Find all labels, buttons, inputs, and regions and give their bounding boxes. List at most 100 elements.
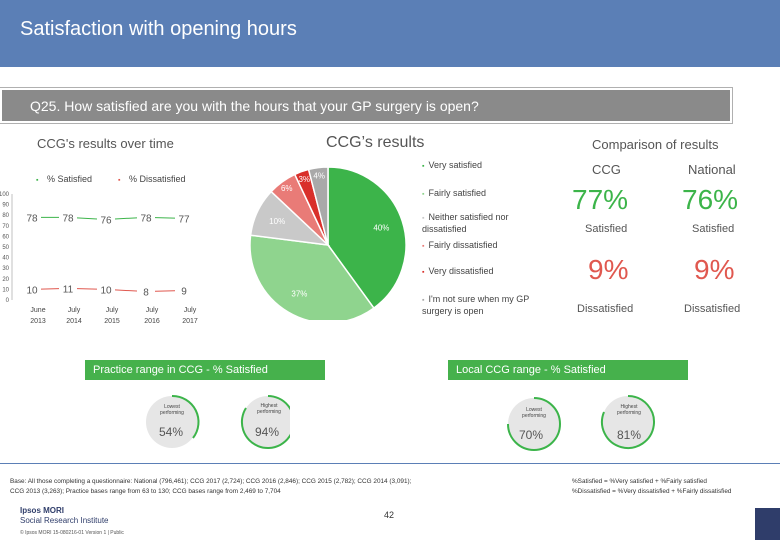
data-label-bg bbox=[97, 284, 115, 295]
y-tick-label: 90 bbox=[2, 203, 9, 209]
page-title: Satisfaction with opening hours bbox=[20, 18, 297, 40]
dissatisfied-data-label: 10 bbox=[100, 285, 112, 296]
pie-legend-label: Very satisfied bbox=[428, 160, 483, 170]
pie-legend-item: ▪ Very dissatisfied bbox=[422, 266, 547, 278]
pie-legend-label: Fairly satisfied bbox=[428, 188, 486, 198]
pie-slice bbox=[307, 166, 329, 246]
data-label-bg bbox=[175, 213, 193, 224]
dissatisfied-data-label: 9 bbox=[181, 286, 187, 297]
question-bar: Q25. How satisfied are you with the hour… bbox=[0, 88, 732, 123]
x-tick-label: 2015 bbox=[104, 318, 120, 325]
practice-highest-value: 94% bbox=[255, 425, 280, 439]
pie-slice-label: 37% bbox=[291, 289, 307, 298]
national-header: National bbox=[688, 162, 736, 177]
pie-slice-label: 40% bbox=[373, 224, 389, 233]
data-label-bg bbox=[59, 212, 77, 223]
legend-dissatisfied-label: % Dissatisfied bbox=[129, 174, 186, 184]
base-line-2: CCG 2013 (3,263); Practice bases range f… bbox=[10, 488, 281, 495]
satisfied-data-label: 78 bbox=[26, 213, 38, 224]
pie-legend-label: Fairly dissatisfied bbox=[428, 240, 498, 250]
y-tick-label: 50 bbox=[2, 245, 9, 251]
base-line-1: Base: All those completing a questionnai… bbox=[10, 478, 412, 485]
header-bar: Satisfaction with opening hours bbox=[0, 0, 780, 67]
satisfied-data-label: 76 bbox=[100, 215, 112, 226]
pie-legend-item: ▪ Neither satisfied nor dissatisfied bbox=[422, 212, 547, 235]
pie-legend-marker: ▪ bbox=[422, 297, 425, 304]
pie-slice-label: 10% bbox=[269, 217, 285, 226]
x-tick-label: July bbox=[106, 307, 119, 314]
pie-legend-label: I'm not sure when my GP surgery is open bbox=[422, 294, 530, 316]
practice-range-bar: Practice range in CCG - % Satisfied bbox=[85, 360, 325, 380]
pie-slice bbox=[250, 234, 375, 320]
question-text: Q25. How satisfied are you with the hour… bbox=[30, 98, 479, 114]
practice-range-title: Practice range in CCG - % Satisfied bbox=[93, 364, 268, 376]
pie-title: CCG’s results bbox=[326, 134, 425, 151]
x-tick-label: July bbox=[184, 307, 197, 314]
dissatisfied-data-label: 8 bbox=[143, 288, 149, 299]
local-range-graphic bbox=[507, 395, 655, 451]
dissatisfied-data-label: 11 bbox=[63, 284, 74, 295]
legend-dissatisfied-marker: ▪ bbox=[118, 177, 121, 184]
pie-slice-label: 3% bbox=[298, 175, 310, 184]
x-tick-label: 2017 bbox=[182, 318, 198, 325]
x-tick-label: July bbox=[146, 307, 159, 314]
x-tick-label: July bbox=[68, 307, 81, 314]
ccg-header: CCG bbox=[592, 162, 621, 177]
y-tick-label: 0 bbox=[6, 298, 10, 304]
pie-legend-marker: ▪ bbox=[422, 191, 425, 198]
y-tick-label: 100 bbox=[0, 192, 10, 198]
y-tick-label: 30 bbox=[2, 266, 9, 272]
satisfied-data-label: 78 bbox=[140, 213, 152, 224]
logo-subtitle: Social Research Institute bbox=[20, 516, 109, 525]
local-highest-label: Highest performing bbox=[617, 404, 641, 416]
data-label-bg bbox=[23, 284, 41, 295]
data-label-bg bbox=[97, 214, 115, 225]
national-satisfied-label: Satisfied bbox=[692, 223, 735, 235]
y-tick-label: 40 bbox=[2, 256, 9, 262]
legend-satisfied: ▪ % Satisfied bbox=[36, 174, 92, 184]
base-note: Base: All those completing a questionnai… bbox=[10, 478, 411, 495]
comparison-title: Comparison of results bbox=[592, 137, 719, 152]
local-range-bar: Local CCG range - % Satisfied bbox=[448, 360, 688, 380]
pie-legend-marker: ▪ bbox=[422, 163, 425, 170]
note-line-2: %Dissatisfied = %Very dissatisfied + %Fa… bbox=[572, 488, 732, 495]
x-tick-label: 2014 bbox=[66, 318, 82, 325]
local-lowest-label: Lowest performing bbox=[522, 407, 546, 419]
national-dissatisfied-label: Dissatisfied bbox=[684, 303, 741, 315]
ipsos-logo: Ipsos MORI Social Research Institute © I… bbox=[0, 502, 140, 540]
ccg-dissatisfied-label: Dissatisfied bbox=[577, 303, 634, 315]
over-time-title: CCG's results over time bbox=[37, 136, 174, 151]
ipsos-badge-logo bbox=[755, 508, 780, 540]
practice-lowest-label: Lowest performing bbox=[160, 404, 184, 416]
logo-name: Ipsos MORI bbox=[20, 506, 65, 515]
data-label-bg bbox=[175, 285, 193, 296]
x-tick-label: 2016 bbox=[144, 318, 160, 325]
pie-slice-label: 4% bbox=[313, 171, 325, 180]
note-line-1: %Satisfied = %Very satisfied + %Fairly s… bbox=[572, 478, 707, 485]
pie-legend-marker: ▪ bbox=[422, 269, 425, 276]
legend-satisfied-label: % Satisfied bbox=[47, 174, 93, 184]
x-tick-label: June bbox=[30, 307, 45, 314]
pie-slice bbox=[327, 166, 407, 310]
pie-legend-label: Very dissatisfied bbox=[428, 266, 494, 276]
y-tick-label: 60 bbox=[2, 234, 9, 240]
y-tick-label: 20 bbox=[2, 277, 9, 283]
pie-legend-item: ▪ Fairly satisfied bbox=[422, 188, 547, 200]
pie-legend-item: ▪ Very satisfied bbox=[422, 160, 547, 172]
satisfied-data-label: 77 bbox=[178, 214, 190, 225]
data-label-bg bbox=[59, 283, 77, 294]
y-tick-label: 80 bbox=[2, 213, 9, 219]
copyright: © Ipsos MORI 15-080216-01 Version 1 | Pu… bbox=[20, 530, 124, 536]
dissatisfied-data-label: 10 bbox=[26, 285, 38, 296]
practice-lowest-value: 54% bbox=[159, 425, 184, 439]
data-label-bg bbox=[23, 212, 41, 223]
pie-slice-label: 6% bbox=[281, 184, 293, 193]
ccg-dissatisfied-value: 9% bbox=[588, 254, 629, 285]
pie-legend-label: Neither satisfied nor dissatisfied bbox=[422, 212, 509, 234]
legend-satisfied-marker: ▪ bbox=[36, 177, 39, 184]
local-lowest-value: 70% bbox=[519, 428, 544, 442]
ccg-satisfied-label: Satisfied bbox=[585, 223, 628, 235]
data-label-bg bbox=[137, 212, 155, 223]
footer-divider bbox=[0, 463, 780, 464]
